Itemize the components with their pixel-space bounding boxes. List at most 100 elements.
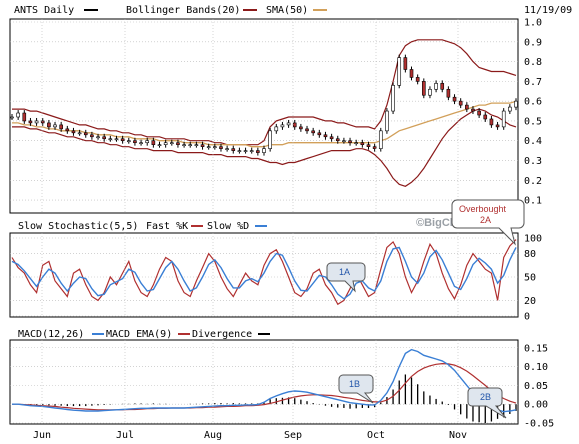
macd-panel: 0.15 0.10 0.05 0.00 -0.05 MACD(12,26) MACD E…	[9, 329, 554, 430]
price-bar	[157, 141, 162, 148]
price-bar-body	[458, 100, 463, 106]
price-bar	[188, 141, 193, 148]
x-tick-label: Sep	[284, 430, 302, 441]
price-bar-body	[434, 83, 438, 90]
stochastic-tick-label: 20	[524, 296, 536, 307]
price-bar	[102, 133, 106, 142]
price-bar-body	[206, 146, 211, 148]
price-bar	[213, 143, 217, 150]
price-bar	[40, 117, 45, 126]
callout-1b: 1B	[338, 374, 374, 404]
price-bar-body	[256, 150, 260, 153]
price-bar-body	[274, 126, 279, 132]
macd-line	[12, 348, 517, 413]
price-bar-body	[243, 150, 248, 152]
macd-lines	[12, 348, 517, 413]
price-bar	[139, 139, 143, 146]
price-bar-body	[501, 110, 506, 128]
price-bar-body	[83, 132, 88, 136]
price-tick-label: 0.7	[524, 77, 542, 88]
callout-1b-bubble	[338, 374, 374, 404]
price-bar-body	[452, 96, 457, 102]
price-bar	[458, 98, 463, 109]
callout-2b: 2B	[467, 387, 507, 419]
price-bar	[16, 110, 20, 120]
price-bar	[59, 121, 63, 132]
price-bar	[501, 108, 506, 130]
callout-2a-bubble	[451, 199, 525, 246]
price-bar	[391, 82, 395, 115]
price-bar-body	[59, 124, 63, 130]
callout-2a-line1: Overbought	[459, 204, 507, 214]
price-bar	[53, 121, 57, 130]
price-bar-body	[102, 136, 106, 140]
price-bar	[495, 121, 500, 130]
slow-d-line	[11, 246, 517, 300]
price-bar-body	[335, 138, 340, 142]
price-bar-body	[471, 108, 475, 112]
price-bar-body	[108, 138, 113, 141]
legend-bollinger: Bollinger Bands(20)	[126, 5, 240, 16]
macd-tick-label: 0.00	[524, 400, 548, 411]
legend-macd: MACD(12,26)	[18, 329, 84, 340]
price-bar	[311, 127, 315, 136]
price-bar-body	[176, 142, 180, 145]
price-bar	[256, 147, 260, 156]
price-bar	[65, 125, 70, 134]
price-bar-body	[65, 128, 70, 132]
callout-2a: Overbought 2A	[451, 199, 525, 246]
callout-1b-label: 1B	[349, 379, 360, 389]
macd-tick-label: 0.05	[524, 381, 548, 392]
price-bar	[483, 112, 488, 122]
price-bar-body	[28, 120, 33, 124]
price-bar	[428, 86, 432, 99]
price-bar-body	[225, 148, 229, 150]
price-bar-body	[397, 57, 402, 86]
price-bar	[83, 129, 88, 138]
price-bar	[96, 133, 100, 140]
price-bar-body	[249, 150, 254, 152]
price-bar-body	[489, 118, 494, 126]
macd-tick-label: 0.15	[524, 343, 548, 354]
price-bar-body	[126, 140, 131, 143]
price-bar-body	[403, 57, 408, 70]
price-bar	[348, 137, 352, 146]
price-bar	[249, 147, 254, 154]
price-bar-body	[237, 150, 242, 152]
price-bar	[378, 127, 383, 152]
stochastic-tick-label: 100	[524, 234, 542, 245]
price-bar	[126, 137, 131, 144]
price-bar	[329, 133, 334, 142]
stochastic-y-ticks: 100 80 50 20 0	[524, 234, 542, 323]
price-bar	[268, 127, 272, 152]
price-tick-label: 0.3	[524, 156, 542, 167]
bollinger-upper-line	[12, 39, 517, 146]
price-bar	[120, 135, 125, 144]
price-bar-body	[440, 83, 445, 90]
price-bar	[219, 143, 223, 152]
price-bar	[145, 137, 150, 146]
price-bar	[317, 129, 322, 138]
price-bar-body	[170, 142, 174, 145]
x-tick-label: Jun	[33, 430, 51, 441]
price-bar	[440, 80, 445, 93]
macd-gridlines	[10, 347, 518, 424]
price-bars	[10, 54, 518, 156]
legend-sma: SMA(50)	[266, 5, 308, 16]
price-bar	[465, 102, 469, 113]
price-bar	[477, 108, 481, 118]
price-bar-body	[372, 146, 377, 149]
price-bar	[262, 145, 266, 156]
price-tick-label: 0.6	[524, 97, 542, 108]
price-bar	[231, 145, 236, 154]
price-bar	[225, 145, 229, 152]
price-tick-label: 0.4	[524, 136, 542, 147]
price-bar-body	[483, 114, 488, 120]
price-bar-body	[317, 132, 322, 136]
macd-y-ticks: 0.15 0.10 0.05 0.00 -0.05	[524, 343, 554, 429]
price-bar-body	[409, 69, 414, 78]
price-bar-body	[286, 122, 291, 126]
price-bar	[372, 143, 377, 152]
